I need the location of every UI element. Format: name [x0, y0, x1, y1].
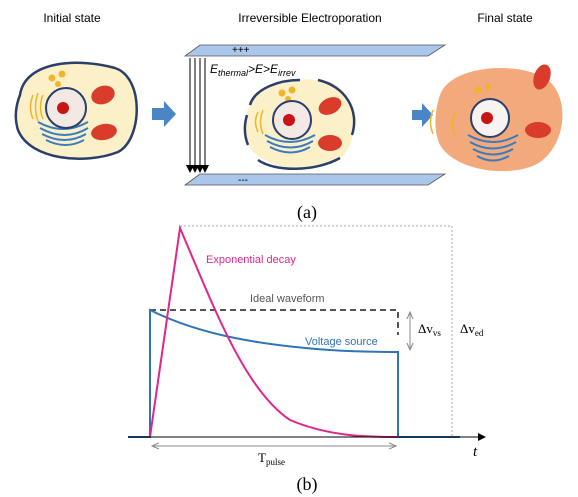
dimension-label: Δvvs	[418, 321, 441, 338]
curve-label: Exponential decay	[206, 254, 296, 266]
electroporated-cell	[244, 79, 354, 168]
plate-label: ---	[238, 175, 248, 186]
ideal-waveform	[150, 310, 398, 335]
panel-title: Irreversible Electroporation	[238, 11, 381, 25]
curve-label: Ideal waveform	[250, 293, 325, 305]
axis-label: t	[473, 444, 478, 460]
top-plate	[185, 45, 445, 56]
plate-label: +++	[232, 45, 250, 56]
caption: (a)	[297, 202, 317, 223]
panel-title: Initial state	[43, 11, 101, 25]
final-cell	[431, 62, 563, 171]
dimension-label: Δved	[460, 321, 484, 338]
panel-title: Final state	[477, 11, 533, 25]
field-arrows	[190, 58, 205, 172]
bottom-plate	[185, 174, 445, 185]
curve-label: Voltage source	[305, 336, 378, 348]
arrow	[152, 101, 176, 127]
field-label: Ethermal>E>Eirrev	[210, 62, 296, 78]
initial-cell	[16, 63, 137, 159]
caption: (b)	[297, 474, 318, 495]
dimension-label: Tpulse	[258, 450, 285, 467]
figure: Initial state Irreversible Electroporati…	[0, 0, 578, 497]
